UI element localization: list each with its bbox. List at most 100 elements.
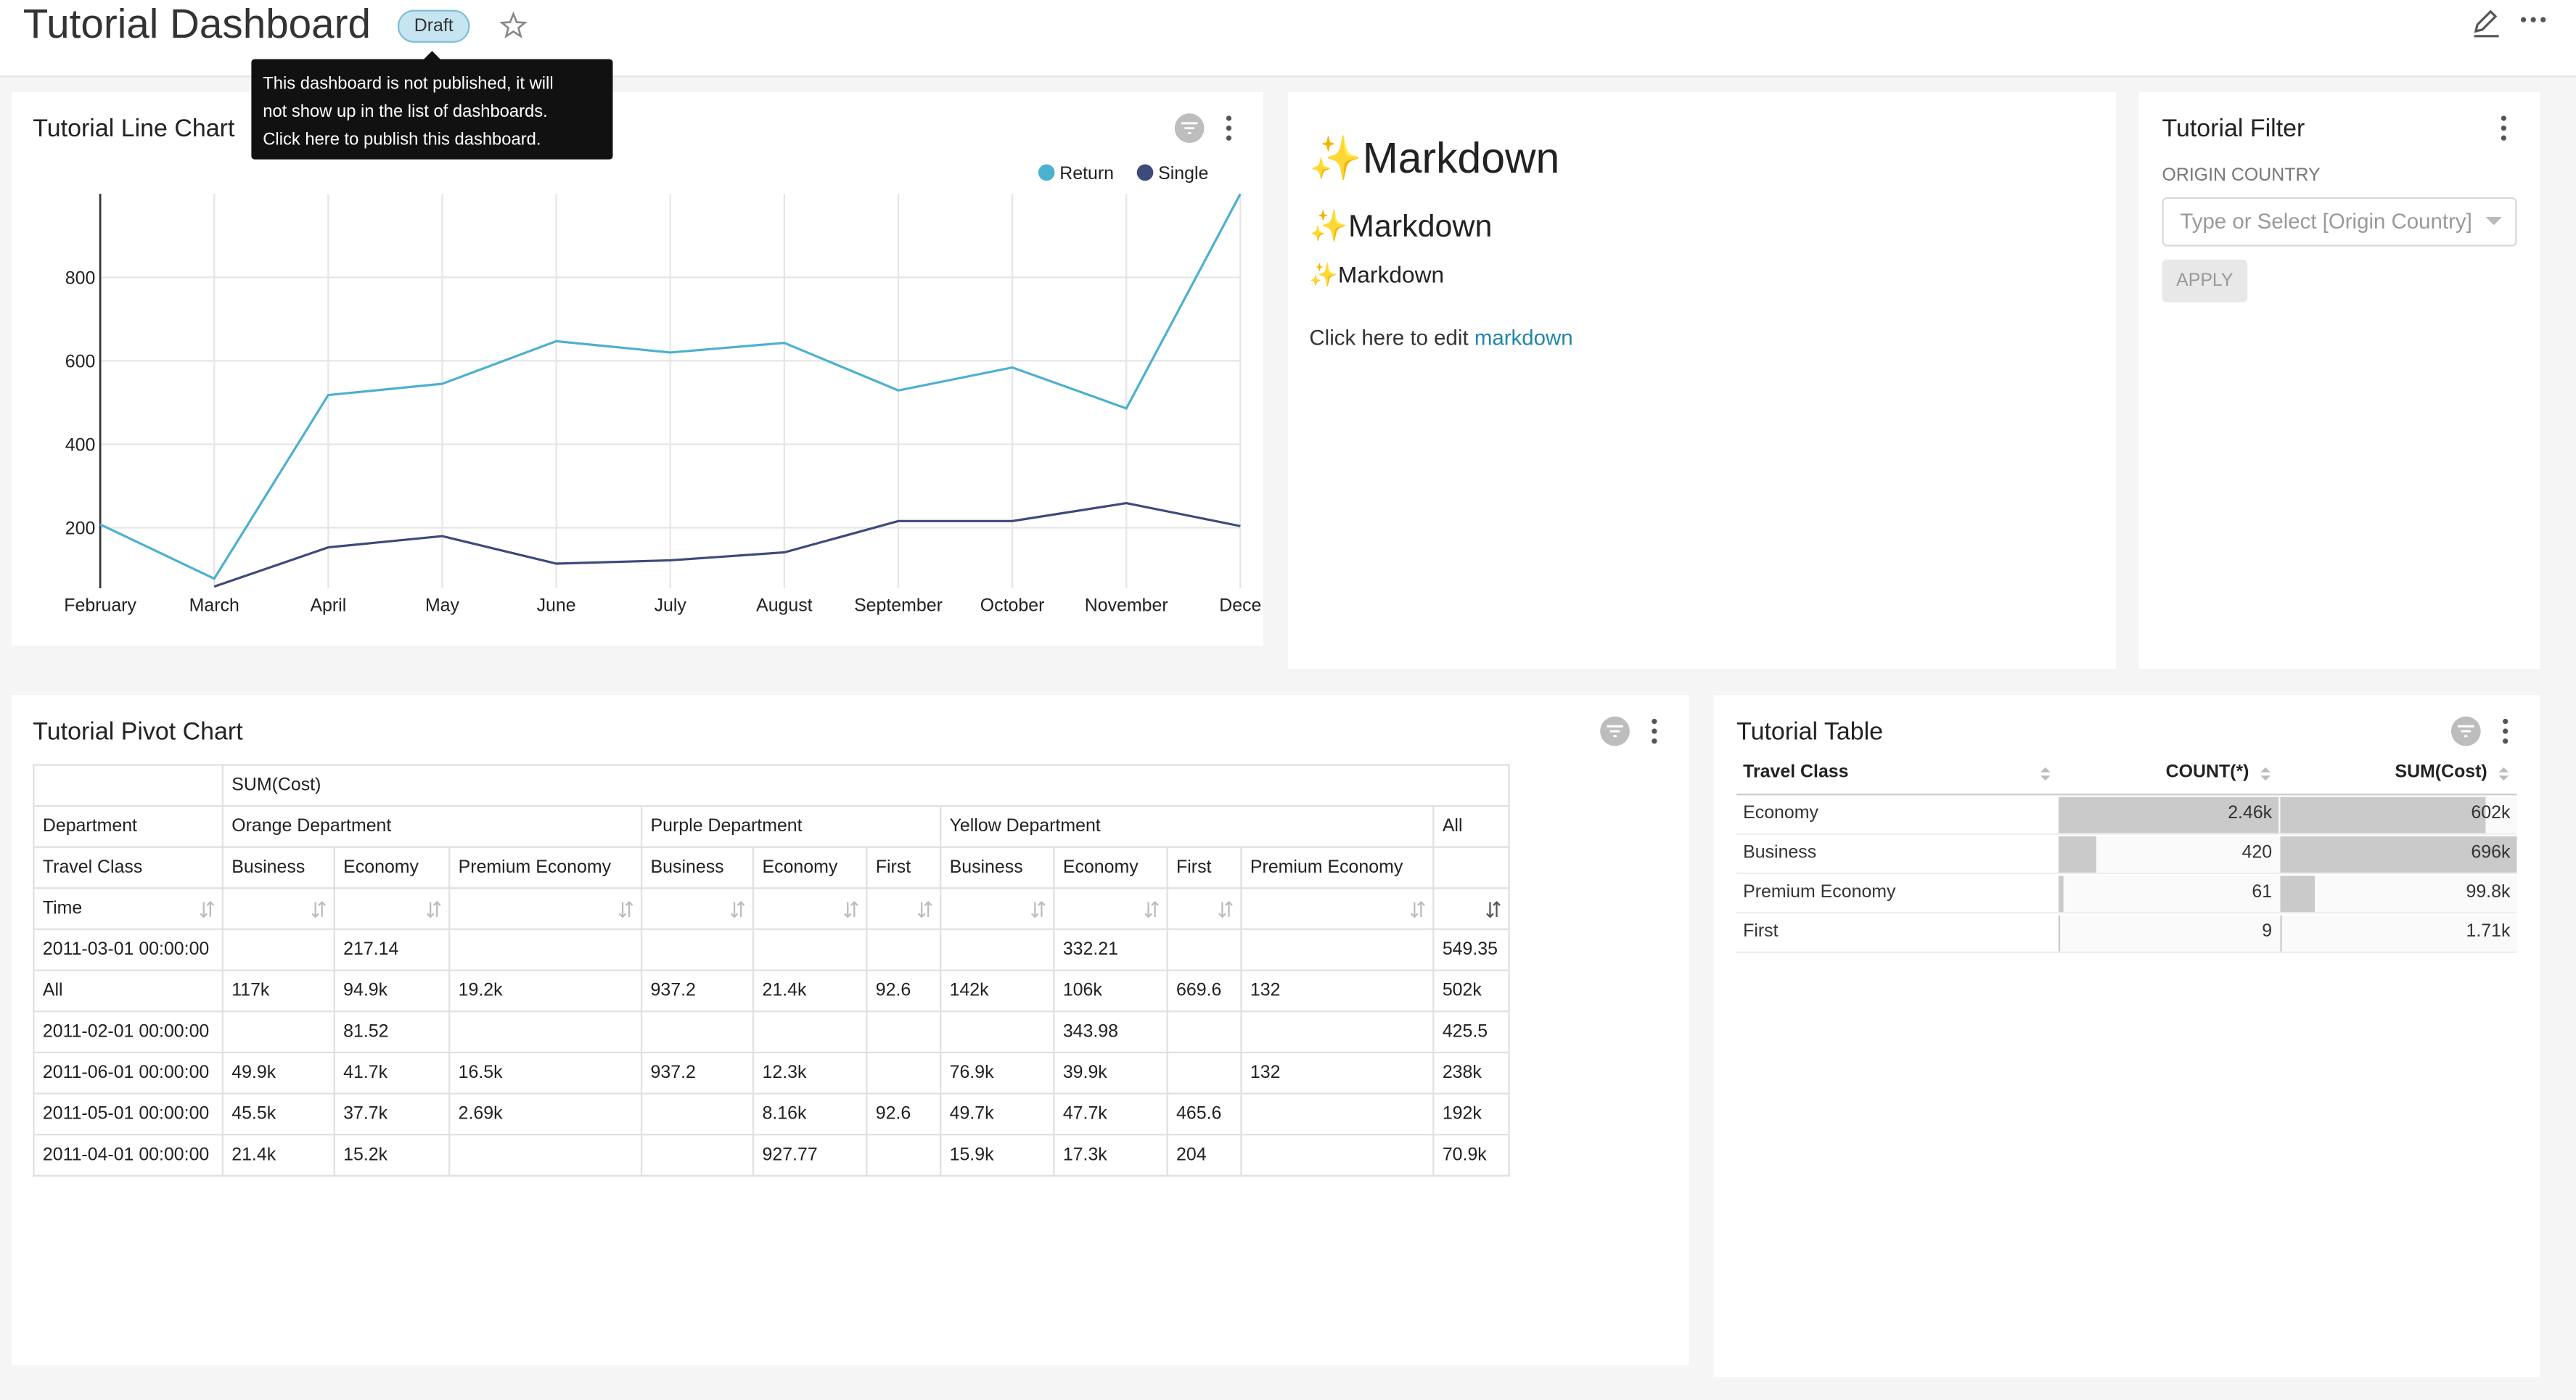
value-cell: 937.2 bbox=[641, 1053, 753, 1094]
value-cell: 132 bbox=[1241, 971, 1433, 1012]
value-cell: 49.7k bbox=[940, 1094, 1054, 1135]
sort-icon[interactable] bbox=[199, 900, 216, 918]
column-header: SUM(Cost) bbox=[2280, 762, 2487, 782]
favorite-star[interactable] bbox=[499, 12, 527, 40]
header-row: Travel ClassBusinessEconomyPremium Econo… bbox=[33, 847, 1509, 889]
value-cell: 94.9k bbox=[335, 971, 449, 1012]
sort-icon[interactable] bbox=[916, 900, 933, 918]
body-row: 2011-04-01 00:00:0021.4k15.2k927.7715.9k… bbox=[33, 1135, 1509, 1176]
sort-icon[interactable] bbox=[1485, 900, 1502, 918]
sort-cell bbox=[1054, 888, 1167, 929]
row-divider bbox=[1736, 912, 2516, 913]
travel-class-cell: Business bbox=[1743, 843, 1816, 862]
panel-controls[interactable] bbox=[2450, 717, 2532, 749]
sort-cell bbox=[866, 888, 940, 929]
value-cell: 81.52 bbox=[335, 1011, 449, 1053]
column-header: COUNT(*) bbox=[2059, 762, 2249, 782]
header-row: DepartmentOrange DepartmentPurple Depart… bbox=[33, 806, 1509, 847]
value-cell: 41.7k bbox=[335, 1053, 449, 1094]
sort-icon[interactable] bbox=[1030, 900, 1047, 918]
sort-icon[interactable] bbox=[2039, 766, 2052, 783]
sort-icon[interactable] bbox=[425, 900, 442, 918]
legend-marker bbox=[1038, 165, 1055, 181]
row-label: 2011-04-01 00:00:00 bbox=[33, 1135, 222, 1176]
value-cell bbox=[223, 929, 335, 971]
panel-title: Tutorial Table bbox=[1736, 718, 1883, 746]
class-header: Business bbox=[223, 847, 335, 889]
sort-cell bbox=[223, 888, 335, 929]
count-cell: 9 bbox=[2059, 922, 2272, 942]
x-tick-label: October bbox=[980, 596, 1045, 616]
apply-button[interactable]: APPLY bbox=[2162, 260, 2247, 302]
sort-icon[interactable] bbox=[2259, 766, 2272, 783]
series-line bbox=[214, 503, 1240, 587]
value-cell: 2.69k bbox=[449, 1094, 641, 1135]
dimension-label: Department bbox=[33, 806, 222, 847]
value-cell bbox=[223, 1011, 335, 1053]
x-tick-label: Dece bbox=[1219, 596, 1261, 616]
value-cell: 39.9k bbox=[1054, 1053, 1167, 1094]
value-cell bbox=[940, 1011, 1054, 1053]
body-row: 2011-05-01 00:00:0045.5k37.7k2.69k8.16k9… bbox=[33, 1094, 1509, 1135]
sort-icon[interactable] bbox=[311, 900, 327, 918]
sort-cell bbox=[449, 888, 641, 929]
more-menu[interactable] bbox=[2519, 7, 2551, 33]
filter-select[interactable]: Type or Select [Origin Country] bbox=[2162, 197, 2516, 247]
value-cell: 332.21 bbox=[1054, 929, 1167, 971]
pivot-table: SUM(Cost)DepartmentOrange DepartmentPurp… bbox=[33, 764, 1510, 1177]
class-header: Economy bbox=[335, 847, 449, 889]
markdown-h3: ✨Markdown bbox=[1309, 261, 1444, 289]
value-cell bbox=[866, 1135, 940, 1176]
count-cell: 61 bbox=[2059, 882, 2272, 902]
row-divider bbox=[1736, 833, 2516, 834]
row-label: All bbox=[33, 971, 222, 1012]
count-cell: 2.46k bbox=[2059, 804, 2272, 823]
y-tick-label: 200 bbox=[65, 519, 96, 539]
sort-icon[interactable] bbox=[618, 900, 634, 918]
row-label: 2011-02-01 00:00:00 bbox=[33, 1011, 222, 1053]
row-label: 2011-05-01 00:00:00 bbox=[33, 1094, 222, 1135]
body-row: 2011-02-01 00:00:0081.52343.98425.5 bbox=[33, 1011, 1509, 1053]
value-cell: 21.4k bbox=[223, 1135, 335, 1176]
markdown-h2: ✨Markdown bbox=[1309, 207, 1492, 246]
x-tick-label: June bbox=[537, 596, 576, 616]
value-cell bbox=[641, 1094, 753, 1135]
sort-icon[interactable] bbox=[1410, 900, 1427, 918]
dashboard-title: Tutorial Dashboard bbox=[23, 0, 371, 49]
value-cell: 76.9k bbox=[940, 1053, 1054, 1094]
x-tick-label: July bbox=[655, 596, 687, 616]
panel-menu[interactable] bbox=[2494, 113, 2514, 146]
value-cell: 927.77 bbox=[753, 1135, 866, 1176]
total-header: All bbox=[1433, 806, 1509, 847]
sort-icon[interactable] bbox=[1218, 900, 1234, 918]
tooltip[interactable]: This dashboard is not published, it will… bbox=[251, 59, 612, 160]
value-cell bbox=[753, 929, 866, 971]
row-divider bbox=[1736, 952, 2516, 953]
value-cell: 16.5k bbox=[449, 1053, 641, 1094]
value-cell: 425.5 bbox=[1433, 1011, 1509, 1053]
markdown-link[interactable]: markdown bbox=[1474, 326, 1573, 350]
edit-button[interactable] bbox=[2469, 7, 2502, 39]
value-cell: 15.2k bbox=[335, 1135, 449, 1176]
panel-controls[interactable] bbox=[1599, 717, 1681, 749]
value-cell: 70.9k bbox=[1433, 1135, 1509, 1176]
sort-icon[interactable] bbox=[842, 900, 859, 918]
sort-icon[interactable] bbox=[1144, 900, 1160, 918]
body-row: All117k94.9k19.2k937.221.4k92.6142k106k6… bbox=[33, 971, 1509, 1012]
header-rule bbox=[1736, 794, 2516, 795]
draft-badge[interactable]: Draft bbox=[398, 10, 470, 43]
sort-cell bbox=[1433, 888, 1509, 929]
class-header: Economy bbox=[1054, 847, 1167, 889]
tooltip-line: Click here to publish this dashboard. bbox=[263, 126, 553, 155]
tooltip-text: This dashboard is not published, it will… bbox=[263, 70, 553, 155]
sort-icon[interactable] bbox=[729, 900, 746, 918]
sort-cell bbox=[753, 888, 866, 929]
class-header: Business bbox=[641, 847, 753, 889]
sort-icon[interactable] bbox=[2497, 766, 2510, 783]
tooltip-line: not show up in the list of dashboards. bbox=[263, 99, 553, 127]
sum-cell: 602k bbox=[2280, 804, 2510, 823]
x-tick-label: August bbox=[756, 596, 813, 616]
value-cell bbox=[866, 1053, 940, 1094]
